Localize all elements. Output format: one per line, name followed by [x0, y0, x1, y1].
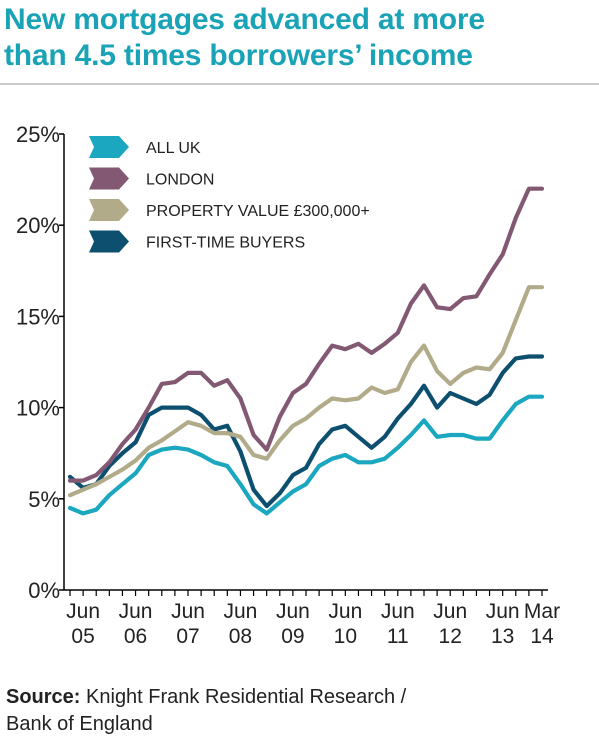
legend-swatch-london: [89, 167, 129, 190]
x-tick-label-bottom: 12: [439, 625, 462, 648]
series-line-ftb: [67, 354, 545, 509]
line-chart: 0%5%10%15%20%25%Jun05Jun06Jun07Jun08Jun0…: [16, 122, 560, 648]
y-tick-label: 20%: [16, 213, 60, 238]
y-tick-label: 10%: [16, 396, 60, 421]
legend-label-property: PROPERTY VALUE £300,000+: [146, 203, 370, 220]
source-line1: Knight Frank Residential Research /: [86, 686, 407, 708]
legend-label-all_uk: ALL UK: [146, 140, 201, 157]
source-line2: Bank of England: [6, 713, 153, 735]
chart-title-line2: than 4.5 times borrowers’ income: [4, 39, 473, 72]
legend-swatch-ftb: [89, 230, 129, 253]
source-label: Source:: [6, 686, 81, 708]
series-line-all_uk: [67, 394, 545, 516]
x-tick-label-bottom: 10: [334, 625, 357, 648]
x-tick-label-top: Jun: [171, 600, 205, 623]
x-tick-label-top: Jun: [381, 600, 415, 623]
axes: 0%5%10%15%20%25%Jun05Jun06Jun07Jun08Jun0…: [16, 122, 560, 648]
x-tick-label-bottom: 13: [491, 625, 514, 648]
x-tick-label-top: Jun: [328, 600, 362, 623]
legend: ALL UK LONDON PROPERTY VALUE £300,000+ FIRS…: [89, 136, 370, 253]
x-tick-label-bottom: 06: [124, 625, 147, 648]
x-tick-label-top: Jun: [66, 600, 100, 623]
y-tick-label: 25%: [16, 122, 60, 147]
legend-swatch-property: [89, 199, 129, 221]
x-tick-label-top: Mar: [524, 600, 560, 623]
x-tick-label-bottom: 11: [387, 625, 409, 648]
x-tick-label-top: Jun: [486, 600, 520, 623]
title-divider: [0, 83, 599, 85]
legend-swatch-all_uk: [89, 136, 129, 158]
x-tick-label-bottom: 08: [229, 625, 252, 648]
x-tick-label-top: Jun: [224, 600, 258, 623]
legend-label-london: LONDON: [146, 172, 214, 189]
series-line-property: [67, 285, 545, 498]
chart-title: New mortgages advanced at more than 4.5 …: [4, 2, 594, 74]
y-tick-label: 5%: [28, 487, 60, 512]
x-tick-label-bottom: 05: [71, 625, 94, 648]
source-note: Source: Knight Frank Residential Researc…: [6, 684, 596, 738]
x-tick-label-bottom: 09: [281, 625, 304, 648]
chart-title-line1: New mortgages advanced at more: [4, 3, 485, 36]
x-tick-label-bottom: 07: [176, 625, 199, 648]
x-tick-label-top: Jun: [433, 600, 467, 623]
legend-label-ftb: FIRST-TIME BUYERS: [146, 235, 305, 252]
y-tick-label: 0%: [28, 578, 60, 603]
x-tick-label-bottom: 14: [530, 625, 554, 648]
x-tick-label-top: Jun: [276, 600, 310, 623]
x-tick-label-top: Jun: [119, 600, 153, 623]
series-line-london: [67, 186, 545, 483]
series-lines: [67, 186, 545, 516]
y-tick-label: 15%: [16, 304, 60, 329]
